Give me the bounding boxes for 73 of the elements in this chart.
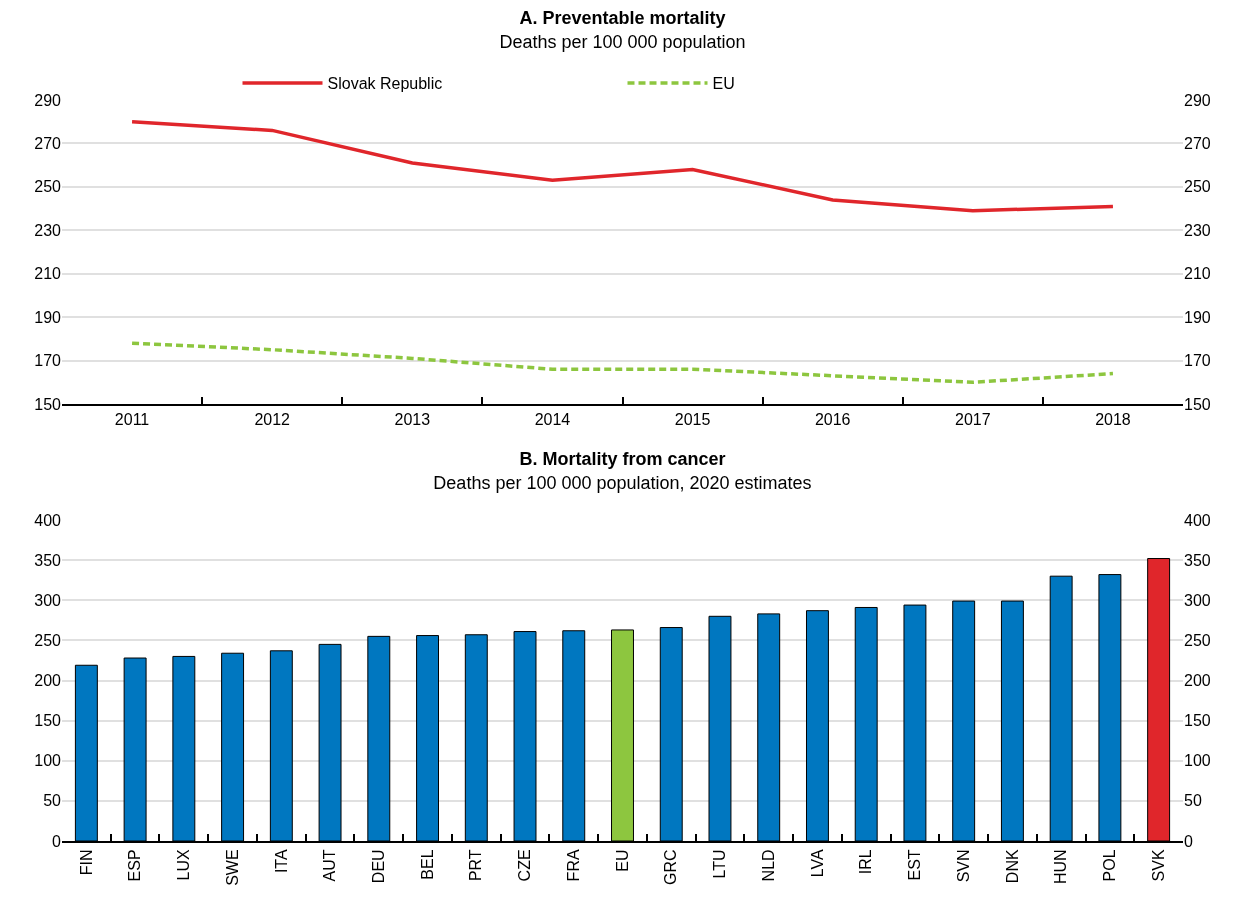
chart-title: A. Preventable mortality — [519, 8, 726, 29]
y2-tick-label: 230 — [1184, 221, 1211, 239]
x-tick-label: FRA — [564, 849, 582, 882]
y2-tick-label: 100 — [1184, 752, 1211, 770]
x-tick-label: IRL — [857, 849, 875, 875]
y-tick-label: 100 — [34, 752, 62, 770]
y2-tick-label: 350 — [1184, 551, 1211, 569]
y2-tick-label: 0 — [1184, 832, 1193, 850]
y-tick-label: 50 — [43, 792, 62, 810]
y-tick-label: 250 — [34, 178, 62, 196]
y2-tick-label: 210 — [1184, 265, 1211, 283]
y-tick-label: 250 — [34, 631, 62, 649]
x-tick-label: EST — [906, 849, 924, 881]
x-tick-label: CZE — [516, 849, 534, 882]
y-tick-label: 150 — [34, 712, 62, 730]
y2-tick-label: 290 — [1184, 91, 1211, 109]
x-tick-label: LUX — [175, 849, 193, 881]
x-tick-label: NLD — [759, 849, 777, 882]
y-tick-label: 150 — [34, 395, 62, 413]
x-tick-label: PRT — [467, 849, 485, 882]
x-tick-label: 2012 — [254, 411, 291, 429]
y2-tick-label: 200 — [1184, 672, 1211, 690]
y-tick-label: 400 — [34, 511, 62, 529]
y2-tick-label: 270 — [1184, 135, 1211, 153]
x-tick-label: 2017 — [955, 411, 991, 429]
x-tick-label: HUN — [1052, 849, 1070, 885]
y2-tick-label: 170 — [1184, 352, 1211, 370]
y2-tick-label: 150 — [1184, 712, 1211, 730]
x-tick-label: FIN — [77, 849, 95, 876]
x-tick-label: 2013 — [394, 411, 431, 429]
x-tick-label: DEU — [370, 849, 387, 884]
y-tick-label: 350 — [34, 551, 62, 569]
chart-subtitle: Deaths per 100 000 population — [499, 31, 746, 52]
x-tick-label: 2014 — [534, 411, 571, 429]
y2-tick-label: 250 — [1184, 631, 1211, 649]
y-tick-label: 270 — [34, 135, 62, 153]
x-tick-label: SWE — [223, 849, 241, 886]
y2-tick-label: 400 — [1184, 511, 1211, 529]
x-tick-label: 2018 — [1095, 411, 1131, 429]
x-tick-label: AUT — [321, 849, 339, 882]
x-tick-label: 2011 — [114, 411, 150, 429]
x-tick-label: LTU — [711, 849, 729, 879]
x-tick-label: SVK — [1149, 849, 1167, 882]
y-tick-label: 170 — [34, 352, 62, 370]
x-tick-label: 2016 — [814, 411, 851, 429]
y-tick-label: 300 — [34, 591, 62, 609]
x-tick-label: ESP — [126, 849, 144, 882]
y2-tick-label: 50 — [1184, 792, 1202, 810]
y-tick-label: 230 — [34, 221, 62, 239]
x-tick-label: 2015 — [674, 411, 711, 429]
legend-label: Slovak Republic — [327, 75, 443, 93]
x-tick-label: DNK — [1003, 849, 1021, 884]
legend-label: EU — [712, 75, 735, 93]
y2-tick-label: 300 — [1184, 591, 1211, 609]
y-tick-label: 210 — [34, 265, 62, 283]
y-tick-label: 190 — [34, 308, 62, 326]
x-tick-label: LVA — [808, 849, 826, 878]
y2-tick-label: 190 — [1184, 308, 1211, 326]
y2-tick-label: 250 — [1184, 178, 1211, 196]
line-series — [130, 341, 1115, 385]
chart-title: B. Mortality from cancer — [519, 449, 726, 470]
x-tick-label: ITA — [272, 849, 290, 874]
x-tick-label: BEL — [418, 849, 436, 880]
x-tick-label: GRC — [662, 849, 680, 885]
y2-tick-label: 150 — [1184, 395, 1211, 413]
y-tick-label: 290 — [34, 91, 62, 109]
x-tick-label: SVN — [954, 849, 972, 883]
line-series — [130, 119, 1115, 213]
x-tick-label: POL — [1101, 849, 1119, 882]
y-tick-label: 0 — [52, 832, 62, 850]
x-tick-label: EU — [613, 849, 631, 872]
y-tick-label: 200 — [34, 672, 62, 690]
chart-subtitle: Deaths per 100 000 population, 2020 estimates — [433, 472, 812, 493]
